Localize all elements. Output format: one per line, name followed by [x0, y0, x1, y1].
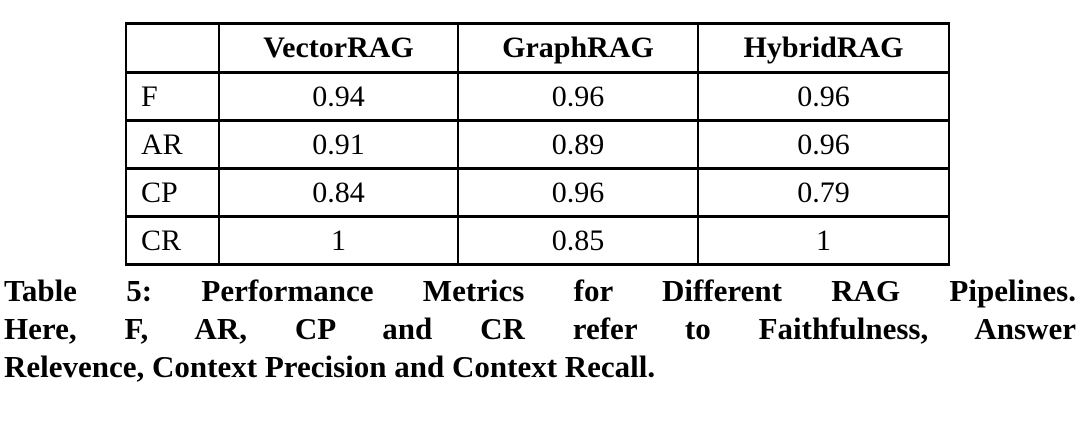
cell-cp-graphrag: 0.96 [457, 167, 699, 218]
col-header-vectorrag: VectorRAG [218, 22, 459, 74]
cell-cr-hybridrag: 1 [697, 215, 950, 266]
table-header-row: VectorRAG GraphRAG HybridRAG [125, 22, 950, 74]
performance-metrics-table: VectorRAG GraphRAG HybridRAG F 0.94 0.96… [125, 22, 950, 266]
table-row-faithfulness: F 0.94 0.96 0.96 [125, 71, 950, 122]
table-row-context-precision: CP 0.84 0.96 0.79 [125, 167, 950, 218]
cell-f-hybridrag: 0.96 [697, 71, 950, 122]
cell-cr-graphrag: 0.85 [457, 215, 699, 266]
row-label-ar: AR [125, 119, 220, 170]
cell-ar-hybridrag: 0.96 [697, 119, 950, 170]
col-header-empty [125, 22, 220, 74]
cell-cr-vectorrag: 1 [218, 215, 459, 266]
table-caption-line-2: Here, F, AR, CP and CR refer to Faithful… [4, 311, 1076, 346]
col-header-hybridrag: HybridRAG [697, 22, 950, 74]
cell-ar-graphrag: 0.89 [457, 119, 699, 170]
row-label-cp: CP [125, 167, 220, 218]
table-row-context-recall: CR 1 0.85 1 [125, 215, 950, 266]
cell-cp-hybridrag: 0.79 [697, 167, 950, 218]
row-label-f: F [125, 71, 220, 122]
cell-cp-vectorrag: 0.84 [218, 167, 459, 218]
cell-f-vectorrag: 0.94 [218, 71, 459, 122]
cell-ar-vectorrag: 0.91 [218, 119, 459, 170]
cell-f-graphrag: 0.96 [457, 71, 699, 122]
col-header-graphrag: GraphRAG [457, 22, 699, 74]
row-label-cr: CR [125, 215, 220, 266]
table-caption-line-1: Table 5: Performance Metrics for Differe… [4, 273, 1076, 308]
table-row-answer-relevence: AR 0.91 0.89 0.96 [125, 119, 950, 170]
table-caption: Table 5: Performance Metrics for Differe… [4, 272, 1076, 386]
table-caption-line-3: Relevence, Context Precision and Context… [4, 349, 656, 384]
